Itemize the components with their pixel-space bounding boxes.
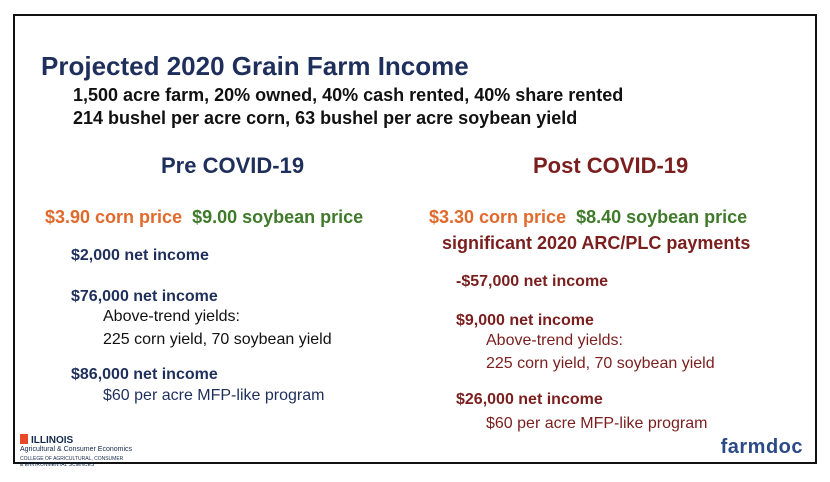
slide-title: Projected 2020 Grain Farm Income bbox=[41, 51, 469, 81]
farm-description: 1,500 acre farm, 20% owned, 40% cash ren… bbox=[73, 85, 624, 105]
college-name-line2: & ENVIRONMENTAL SCIENCES bbox=[20, 462, 95, 468]
post-mfp-label: $60 per acre MFP-like program bbox=[486, 415, 708, 432]
post-income-high-yield: $9,000 net income bbox=[456, 312, 594, 329]
pre-income-base: $2,000 net income bbox=[71, 247, 209, 264]
post-soybean-price: $8.40 soybean price bbox=[576, 207, 748, 227]
post-arc-plc-note: significant 2020 ARC/PLC payments bbox=[442, 233, 751, 253]
post-income-mfp: $26,000 net income bbox=[456, 391, 603, 408]
illinois-wordmark: ILLINOIS bbox=[31, 435, 74, 446]
department-name: Agricultural & Consumer Economics bbox=[20, 446, 133, 453]
farmdoc-logo: farmdoc bbox=[720, 436, 803, 458]
post-corn-price: $3.30 corn price bbox=[429, 207, 567, 227]
pre-corn-price: $3.90 corn price bbox=[45, 207, 183, 227]
illinois-logo: ILLINOIS bbox=[20, 434, 73, 446]
pre-yields-detail: 225 corn yield, 70 soybean yield bbox=[103, 331, 332, 348]
slide-frame: Projected 2020 Grain Farm Income 1,500 a… bbox=[13, 14, 817, 468]
pre-mfp-label: $60 per acre MFP-like program bbox=[103, 387, 325, 404]
illinois-i-icon bbox=[20, 434, 28, 444]
pre-yields-label: Above-trend yields: bbox=[103, 308, 240, 325]
post-yields-detail: 225 corn yield, 70 soybean yield bbox=[486, 355, 715, 372]
post-income-base: -$57,000 net income bbox=[456, 273, 609, 290]
college-name-line1: COLLEGE OF AGRICULTURAL, CONSUMER bbox=[20, 456, 124, 462]
pre-covid-heading: Pre COVID-19 bbox=[161, 153, 305, 178]
pre-income-high-yield: $76,000 net income bbox=[71, 288, 218, 305]
pre-prices: $3.90 corn price $9.00 soybean price bbox=[45, 207, 363, 228]
pre-income-mfp: $86,000 net income bbox=[71, 366, 218, 383]
yield-description: 214 bushel per acre corn, 63 bushel per … bbox=[73, 108, 578, 128]
post-yields-label: Above-trend yields: bbox=[486, 332, 623, 349]
post-prices: $3.30 corn price $8.40 soybean price bbox=[429, 207, 747, 228]
post-covid-heading: Post COVID-19 bbox=[533, 153, 689, 178]
college-name: COLLEGE OF AGRICULTURAL, CONSUMER & ENVI… bbox=[20, 456, 123, 468]
pre-soybean-price: $9.00 soybean price bbox=[192, 207, 364, 227]
